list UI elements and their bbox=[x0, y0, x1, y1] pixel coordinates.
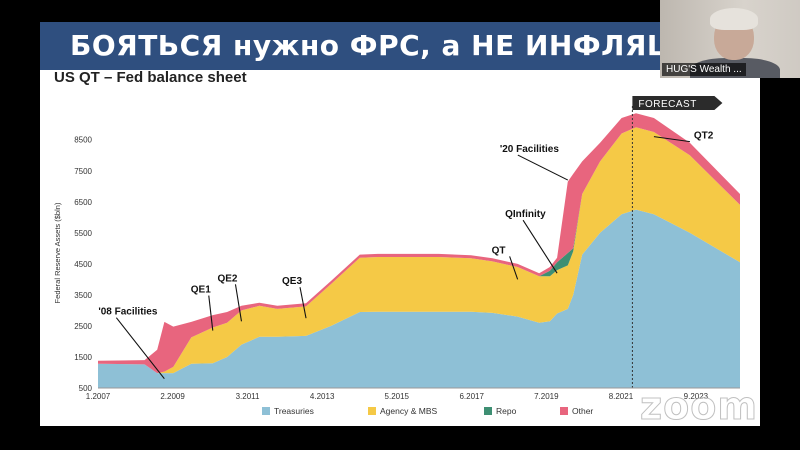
annotation-label: QT bbox=[492, 245, 506, 256]
legend-swatch bbox=[560, 407, 568, 415]
title-banner: БОЯТЬСЯ нужно ФРС, а НЕ ИНФЛЯЦ bbox=[40, 22, 660, 70]
area-treasuries bbox=[98, 209, 740, 388]
area-layer bbox=[98, 113, 740, 388]
annotation-label: '20 Facilities bbox=[500, 144, 560, 155]
y-tick-label: 500 bbox=[79, 384, 93, 393]
annotation-arrow bbox=[115, 317, 165, 380]
annotation-arrow bbox=[653, 136, 690, 143]
y-tick-label: 6500 bbox=[74, 198, 92, 207]
legend-swatch bbox=[262, 407, 270, 415]
annotation-arrow bbox=[509, 256, 519, 280]
participant-name-label: HUG'S Wealth ... bbox=[662, 63, 746, 76]
y-tick-label: 4500 bbox=[74, 260, 92, 269]
participant-hair bbox=[710, 8, 758, 30]
fed-balance-sheet-chart: FORECAST 500 1500 2500 3500 4500 5500 6500 7500… bbox=[53, 96, 740, 416]
annotation-label: QE2 bbox=[217, 273, 237, 284]
legend-label: Agency & MBS bbox=[380, 406, 437, 416]
annotation-layer: '08 Facilities QE1 QE2 QE3 QT QInfinity '20 Fa… bbox=[98, 131, 714, 380]
y-tick-label: 8500 bbox=[74, 136, 92, 145]
axes-layer: 500 1500 2500 3500 4500 5500 6500 7500 8500 1.200… bbox=[53, 136, 740, 401]
participant-video[interactable]: HUG'S Wealth ... bbox=[660, 0, 800, 78]
legend-swatch bbox=[484, 407, 492, 415]
annotation-arrow bbox=[208, 295, 214, 331]
x-tick-label: 6.2017 bbox=[459, 392, 484, 401]
zoom-watermark: zoom bbox=[640, 384, 758, 429]
slide-panel: US QT – Fed balance sheet FORECAST 500 15… bbox=[40, 70, 760, 426]
x-tick-label: 4.2013 bbox=[310, 392, 335, 401]
chart-title: US QT – Fed balance sheet bbox=[54, 70, 247, 86]
y-tick-label: 7500 bbox=[74, 167, 92, 176]
y-tick-label: 1500 bbox=[74, 353, 92, 362]
x-tick-label: 3.2011 bbox=[236, 392, 260, 401]
x-tick-label: 5.2015 bbox=[385, 392, 410, 401]
legend-swatch bbox=[368, 407, 376, 415]
legend-label: Other bbox=[572, 406, 593, 416]
annotation-arrow bbox=[234, 284, 243, 322]
forecast-label: FORECAST bbox=[638, 99, 696, 110]
annotation-label: QT2 bbox=[694, 131, 714, 142]
annotation-label: QE1 bbox=[191, 285, 211, 296]
annotation-label: QE3 bbox=[282, 276, 302, 287]
annotation-arrow bbox=[299, 287, 307, 319]
y-tick-label: 2500 bbox=[74, 322, 92, 331]
x-tick-label: 7.2019 bbox=[534, 392, 559, 401]
area-other bbox=[98, 113, 740, 374]
area-agency-mbs bbox=[98, 127, 740, 374]
legend-label: Treasuries bbox=[274, 406, 314, 416]
annotation-arrow bbox=[517, 154, 569, 181]
x-tick-label: 2.2009 bbox=[160, 392, 185, 401]
annotation-label: '08 Facilities bbox=[98, 307, 158, 318]
x-tick-label: 9.2023 bbox=[684, 392, 709, 401]
x-tick-label: 8.2021 bbox=[609, 392, 634, 401]
y-axis-label: Federal Reserve Assets ($bln) bbox=[53, 202, 62, 303]
legend-label: Repo bbox=[496, 406, 517, 416]
y-tick-label: 5500 bbox=[74, 229, 92, 238]
annotation-label: QInfinity bbox=[505, 209, 546, 220]
x-tick-label: 1.2007 bbox=[86, 392, 111, 401]
y-tick-label: 3500 bbox=[74, 291, 92, 300]
annotation-arrow bbox=[522, 219, 558, 274]
forecast-tag bbox=[632, 96, 723, 110]
legend: Treasuries Agency & MBS Repo Other bbox=[262, 406, 593, 416]
forecast-layer: FORECAST bbox=[631, 96, 723, 388]
